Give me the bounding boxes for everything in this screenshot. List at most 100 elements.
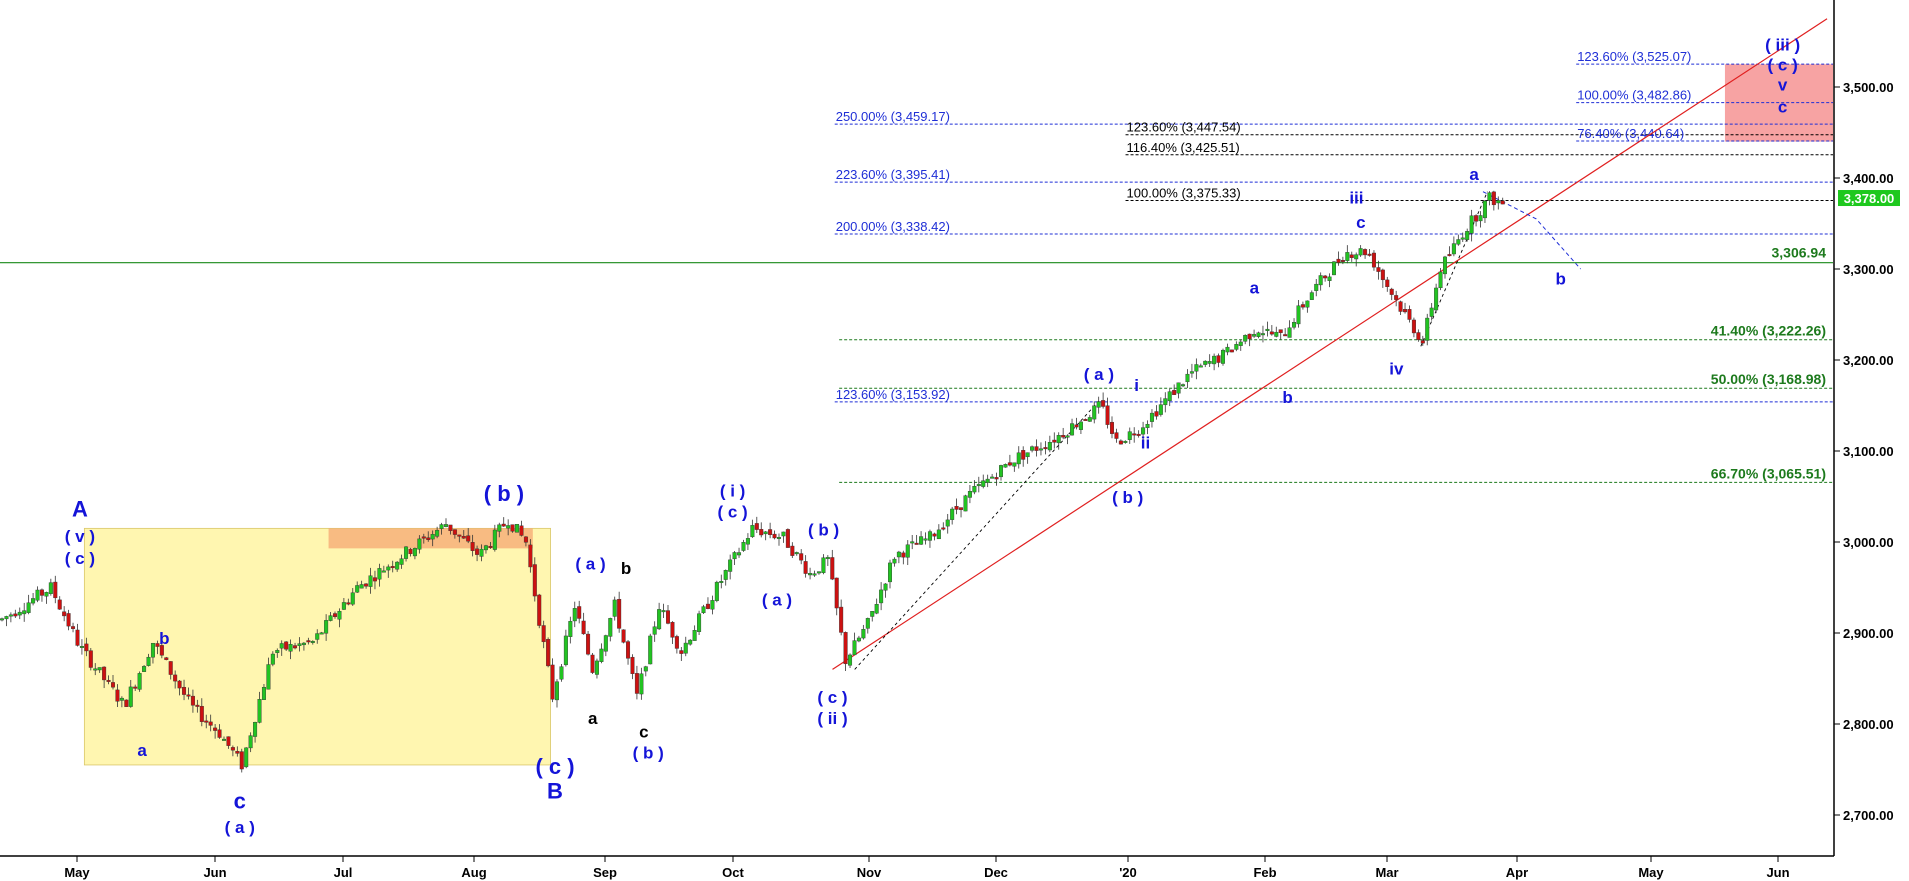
wave-label-26: b: [1282, 388, 1292, 407]
candle-body: [1194, 364, 1199, 372]
candle-body: [1003, 464, 1008, 468]
candle-body: [910, 541, 915, 544]
wave-label-32: ( iii ): [1765, 36, 1800, 55]
candle-body: [617, 598, 622, 629]
trendline: [832, 18, 1828, 670]
candle-body: [1385, 279, 1390, 288]
candle-body: [235, 751, 240, 754]
candle-body: [488, 546, 493, 548]
candle-body: [834, 577, 839, 609]
candle-body: [559, 666, 564, 680]
wave-label-1: ( v ): [65, 527, 95, 546]
candle-body: [337, 611, 342, 620]
fib-label-2: 200.00% (3,338.42): [836, 219, 950, 234]
wave-label-15: ( i ): [720, 482, 746, 501]
candle-body: [781, 531, 786, 537]
candle-body: [1367, 253, 1372, 256]
candle-body: [208, 721, 213, 726]
candle-body: [266, 664, 271, 690]
candle-body: [1136, 433, 1141, 436]
candle-body: [1092, 405, 1097, 420]
candle-body: [182, 686, 187, 695]
candle-body: [164, 657, 169, 660]
x-tick-label-7: Dec: [984, 865, 1008, 880]
candle-body: [905, 544, 910, 558]
candle-body: [1323, 275, 1328, 279]
candle-body: [190, 695, 195, 706]
candle-body: [1061, 435, 1066, 438]
candle-body: [461, 536, 466, 539]
candle-body: [861, 628, 866, 639]
candle-body: [310, 641, 315, 643]
wave-label-24: ( b ): [1112, 488, 1143, 507]
candle-body: [1101, 400, 1106, 407]
candle-body: [501, 523, 506, 527]
candle-body: [732, 552, 737, 560]
candle-body: [457, 534, 462, 537]
candle-body: [435, 530, 440, 537]
candle-body: [381, 570, 386, 573]
candle-body: [1363, 249, 1368, 256]
candle-body: [0, 618, 4, 621]
candle-body: [133, 686, 138, 689]
candle-body: [1216, 355, 1221, 363]
candle-body: [586, 633, 591, 655]
time-axis: May Jun Jul Aug Sep Oct Nov Dec '20 Feb Mar Apr May J…: [0, 855, 1834, 880]
candle-body: [594, 660, 599, 675]
candle-body: [1469, 215, 1474, 234]
candle-body: [1456, 239, 1461, 245]
candle-body: [39, 589, 44, 596]
candle-body: [839, 606, 844, 633]
candle-body: [1287, 327, 1292, 338]
candle-body: [830, 557, 835, 580]
support-hline-label: 3,306.94: [1772, 245, 1827, 261]
candle-body: [630, 656, 635, 674]
candle-body: [1491, 191, 1496, 206]
candle-body: [701, 606, 706, 614]
candle-body: [97, 667, 102, 671]
candle-body: [1145, 423, 1150, 428]
candle-body: [1158, 404, 1163, 415]
candle-body: [923, 538, 928, 541]
wave-label-7: ( b ): [484, 481, 524, 506]
candle-body: [634, 673, 639, 694]
candle-body: [1429, 307, 1434, 317]
candle-body: [674, 636, 679, 649]
candle-body: [1336, 258, 1341, 263]
candle-body: [745, 538, 750, 545]
candle-body: [1198, 365, 1203, 368]
wave-label-28: c: [1356, 213, 1365, 232]
candle-body: [772, 533, 777, 539]
candles-layer: [0, 190, 1505, 773]
candle-body: [1425, 317, 1430, 341]
fib-label-10: 41.40% (3,222.26): [1711, 323, 1826, 339]
candle-body: [1056, 435, 1061, 444]
candle-body: [1380, 269, 1385, 281]
candle-body: [1300, 304, 1305, 308]
candle-body: [79, 646, 84, 648]
candle-body: [221, 738, 226, 741]
candle-body: [470, 542, 475, 551]
fib-label-3: 123.60% (3,153.92): [836, 387, 950, 402]
y-tick-label-8: 3,500.00: [1843, 80, 1894, 95]
candle-body: [1043, 447, 1048, 450]
candle-body: [981, 480, 986, 487]
candle-body: [399, 558, 404, 565]
candle-body: [199, 705, 204, 722]
candle-body: [1096, 401, 1101, 408]
candle-body: [1376, 267, 1381, 272]
candle-body: [1016, 452, 1021, 465]
candle-body: [62, 611, 67, 617]
candle-body: [572, 608, 577, 622]
candle-body: [670, 621, 675, 638]
candle-body: [444, 524, 449, 527]
candle-body: [688, 639, 693, 645]
candle-body: [763, 531, 768, 535]
wave-label-5: c: [234, 789, 246, 814]
candle-body: [421, 536, 426, 539]
candle-body: [901, 552, 906, 558]
candle-body: [368, 575, 373, 587]
candle-body: [1389, 288, 1394, 295]
candle-body: [1181, 384, 1186, 387]
candle-body: [790, 545, 795, 556]
